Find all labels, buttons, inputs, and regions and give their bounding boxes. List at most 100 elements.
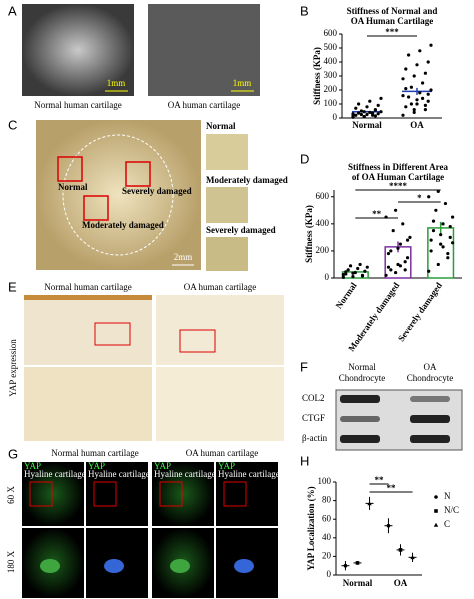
legend-marker [434,509,438,513]
region-box [223,481,247,507]
x-tick-label: Normal [343,578,373,588]
point [415,98,419,102]
point [401,222,405,226]
point [394,208,398,212]
point [386,252,391,256]
point [441,245,445,249]
significance: ** [387,483,397,493]
column-title: Chondrocyte [339,373,386,383]
point [356,266,360,271]
point [412,74,416,78]
band [340,435,380,443]
panel-label: C [8,117,17,132]
micrograph [22,462,84,526]
tissue-label: Hyaline cartilage [88,469,150,479]
band [410,396,450,402]
y-tick-label: 20 [322,550,332,560]
point [403,268,407,272]
region-box [57,156,83,182]
panel-label: E [8,279,17,294]
column-title: Normal human cartilage [44,282,131,292]
point [403,260,407,264]
point [389,268,393,272]
x-tick-label: Normal [334,280,359,310]
point [351,275,355,279]
column-title: OA human cartilage [186,448,258,458]
marker [343,563,348,568]
x-tick-label: OA [394,578,408,588]
point [429,249,433,253]
photo [156,295,284,365]
y-tick-label: 400 [316,218,330,228]
point [362,110,366,114]
point [363,269,367,273]
caption: OA human cartilage [168,100,240,110]
point [376,112,380,116]
point [371,111,375,115]
point [431,229,436,233]
caption: Normal human cartilage [34,100,121,110]
region-label: Severely damaged [122,186,192,196]
point [427,195,431,199]
column-title: Normal human cartilage [51,448,138,458]
y-tick-label: 200 [324,84,338,94]
marker [367,501,372,506]
point [436,189,440,193]
photo [24,367,152,441]
scale-label: 1mm [107,78,126,88]
point [421,81,425,85]
point [351,114,355,118]
point [423,108,427,112]
band [410,435,450,443]
panel-label: B [300,3,309,18]
point [401,77,405,81]
point [346,268,350,272]
inset-photo [206,187,248,223]
point [396,246,400,250]
point [451,241,455,245]
legend-marker [433,522,439,527]
point [351,271,355,275]
row-title: YAP expression [8,339,18,397]
inset-title: Severely damaged [206,225,276,235]
point [426,92,430,96]
panel-label: F [300,359,308,374]
point [405,256,410,260]
point [409,85,413,89]
point [415,102,419,106]
point [365,265,369,269]
point [389,249,393,253]
micrograph [152,462,214,526]
point [357,111,361,115]
point [423,103,427,107]
point [426,60,430,64]
stain-label: YAP [88,461,105,471]
y-tick-label: 40 [322,532,332,542]
point [439,242,443,246]
point [354,106,358,110]
cell [170,559,190,573]
point [394,270,398,275]
point [368,99,372,103]
point [421,96,425,100]
y-tick-label: 0 [327,569,332,579]
point [391,229,395,233]
column-title: Normal [348,362,376,372]
stain-label: YAP [24,461,41,471]
row-title: 180 X [6,550,16,573]
photo [148,4,260,96]
region-box [94,322,131,346]
point [358,262,362,267]
point [426,99,430,103]
panel-label: A [8,3,17,18]
photo [22,4,134,96]
photo [156,367,284,441]
point [429,43,433,47]
marker [355,561,360,565]
y-tick-label: 500 [324,42,338,52]
y-tick-label: 0 [325,272,330,282]
point [436,262,440,267]
point [365,112,369,117]
x-tick-label: Severely damaged [396,281,444,344]
